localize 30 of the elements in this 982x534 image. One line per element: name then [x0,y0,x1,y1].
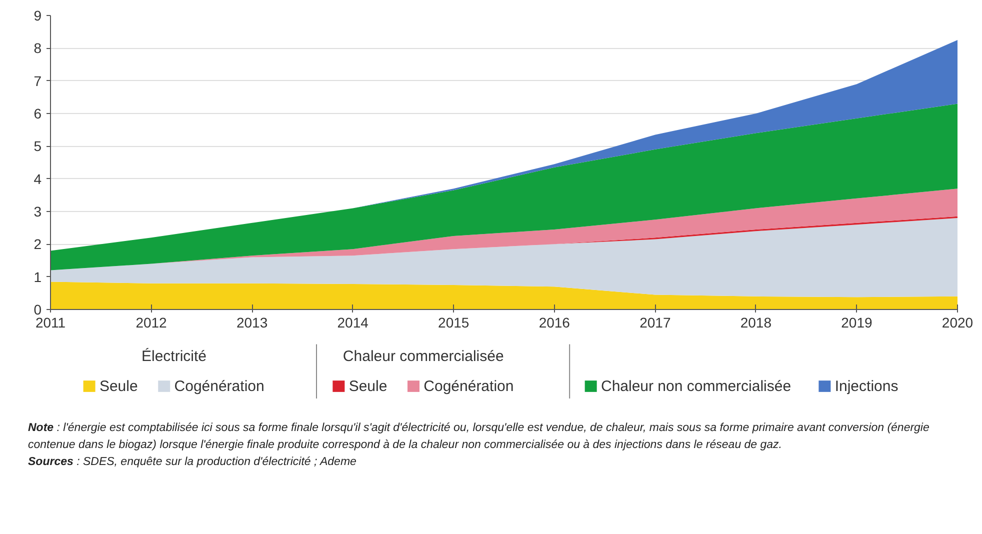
source-note: Sources : SDES, enquête sur la production d'électricité ; Ademe [28,455,358,470]
legend-label: Seule [348,378,388,395]
y-tick-label: 6 [34,106,42,122]
legend-label: Cogénération [174,378,264,395]
y-tick-label: 1 [34,268,42,285]
x-tick-label: 2012 [136,314,168,330]
text: Chaleur commercialisée [342,348,504,365]
legend-label: Injections [834,378,898,395]
y-tick-label: 3 [34,204,42,220]
x-tick-label: 2013 [236,314,268,330]
y-tick-label: 0 [34,302,42,318]
y-tick-label: 8 [34,40,42,56]
x-tick-label: 2020 [942,314,974,330]
legend-label: Cogénération [424,378,514,395]
x-tick-label: 2017 [640,314,671,330]
y-tick-label: 7 [34,72,42,89]
x-tick-label: 2019 [841,314,873,330]
text: Note : l'énergie est comptabilisée ici sous sa forme finale lorsqu'il s'agit d'électricité ou, lorsqu'elle est vendue, de chaleur, mais sous sa forme primaire avant conversion (énergie contenue dans le biogaz) lorsque l'énergie finale produite correspond à de la chaleur non commercialisée ou à des injections dans le réseau de gaz. [28,421,930,453]
legend-label: Seule [99,378,138,395]
y-tick-label: 9 [34,8,42,24]
x-tick-label: 2018 [740,314,772,330]
text: Électricité [141,347,207,365]
x-tick-label: 2016 [538,314,570,330]
x-tick-label: 2015 [438,314,470,330]
y-tick-label: 5 [34,138,42,154]
x-tick-label: 2011 [35,314,66,330]
y-tick-label: 2 [34,236,42,252]
y-tick-label: 4 [34,170,42,187]
legend-label: Chaleur non commercialisée [600,378,792,395]
x-tick-label: 2014 [337,314,369,330]
